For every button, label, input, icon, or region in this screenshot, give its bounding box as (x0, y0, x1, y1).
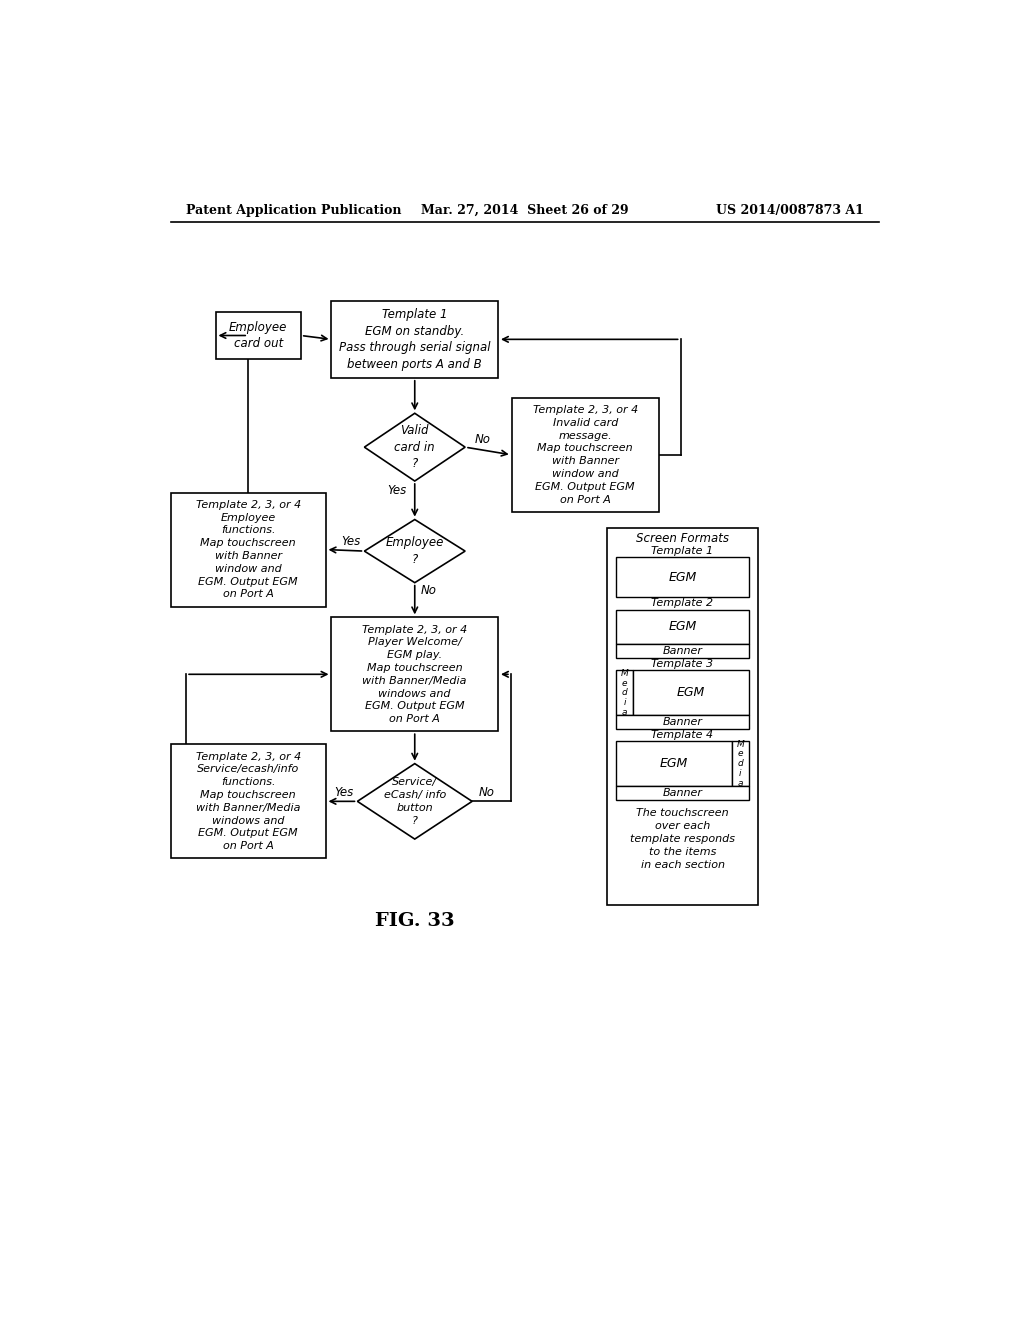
Bar (171, 492, 326, 607)
Bar (216, 312, 301, 359)
Bar (616, 785, 749, 800)
Text: No: No (478, 785, 495, 799)
Text: Template 2: Template 2 (651, 598, 714, 609)
Text: Banner: Banner (663, 717, 702, 727)
Bar (616, 715, 749, 729)
Text: EGM: EGM (677, 686, 706, 700)
Text: Patent Application Publication: Patent Application Publication (186, 205, 401, 218)
Text: Template 2, 3, or 4
Invalid card
message.
Map touchscreen
with Banner
window and: Template 2, 3, or 4 Invalid card message… (532, 405, 638, 504)
Text: Valid
card in
?: Valid card in ? (394, 424, 435, 470)
Text: Service/
eCash/ info
button
?: Service/ eCash/ info button ? (384, 777, 445, 825)
Text: Template 2, 3, or 4
Player Welcome/
EGM play.
Map touchscreen
with Banner/Media
: Template 2, 3, or 4 Player Welcome/ EGM … (362, 624, 467, 725)
Bar (607, 528, 758, 906)
Text: Yes: Yes (334, 785, 353, 799)
Text: US 2014/0087873 A1: US 2014/0087873 A1 (717, 205, 864, 218)
Text: Employee
card out: Employee card out (229, 321, 288, 350)
Bar (616, 671, 633, 715)
Text: Employee
?: Employee ? (386, 536, 444, 566)
Text: EGM: EGM (669, 570, 696, 583)
Bar (616, 742, 732, 785)
Polygon shape (365, 520, 465, 582)
Bar (171, 744, 326, 858)
Bar (332, 618, 498, 731)
Text: Template 2, 3, or 4
Service/ecash/info
functions.
Map touchscreen
with Banner/Me: Template 2, 3, or 4 Service/ecash/info f… (196, 751, 301, 851)
Text: FIG. 33: FIG. 33 (375, 912, 455, 929)
Text: Banner: Banner (663, 647, 702, 656)
Polygon shape (357, 763, 472, 840)
Text: M
e
d
i
a: M e d i a (736, 739, 744, 788)
Bar (332, 301, 498, 378)
Text: M
e
d
i
a: M e d i a (621, 669, 629, 717)
Text: Template 4: Template 4 (651, 730, 714, 741)
Text: EGM: EGM (669, 620, 696, 634)
Text: Screen Formats: Screen Formats (636, 532, 729, 545)
Text: No: No (474, 433, 490, 446)
Polygon shape (365, 413, 465, 480)
Bar (732, 742, 749, 785)
Text: Yes: Yes (341, 536, 360, 548)
Text: Mar. 27, 2014  Sheet 26 of 29: Mar. 27, 2014 Sheet 26 of 29 (421, 205, 629, 218)
Text: Template 1
EGM on standby.
Pass through serial signal
between ports A and B: Template 1 EGM on standby. Pass through … (339, 308, 490, 371)
Bar (512, 397, 658, 512)
Text: No: No (421, 583, 437, 597)
Text: The touchscreen
over each
template responds
to the items
in each section: The touchscreen over each template respo… (630, 808, 735, 870)
Text: EGM: EGM (659, 758, 688, 770)
Bar (616, 557, 749, 597)
Text: Template 3: Template 3 (651, 659, 714, 669)
Text: Template 1: Template 1 (651, 546, 714, 556)
Bar (633, 671, 749, 715)
Text: Template 2, 3, or 4
Employee
functions.
Map touchscreen
with Banner
window and
E: Template 2, 3, or 4 Employee functions. … (196, 500, 301, 599)
Text: Banner: Banner (663, 788, 702, 797)
Bar (616, 644, 749, 659)
Text: Yes: Yes (388, 483, 407, 496)
Bar (616, 610, 749, 644)
